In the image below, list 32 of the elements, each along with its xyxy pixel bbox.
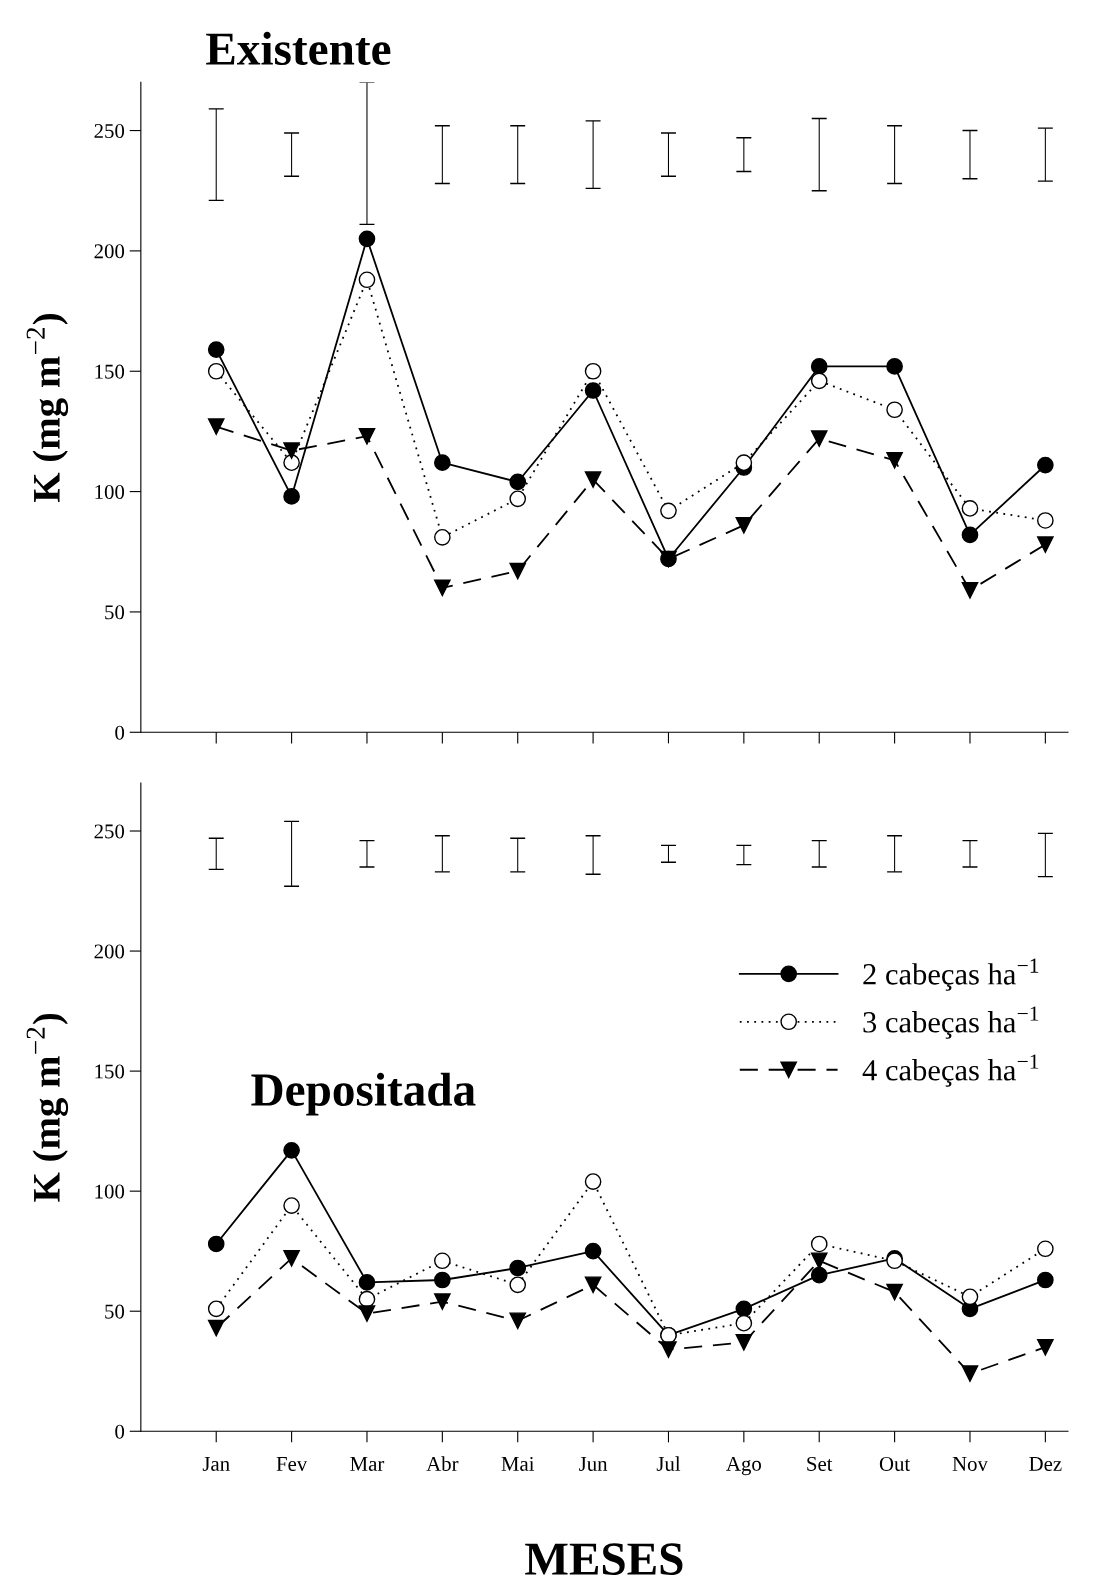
y-tick-label: 200 <box>94 944 125 959</box>
x-axis-title: MESES <box>525 1543 683 1576</box>
legend-label: 3 cabeças ha$^{−1}$ <box>863 1006 1039 1039</box>
y-axis-title: K (mg m$^{−2}$) <box>26 314 69 502</box>
x-tick-label: Dez <box>1029 1457 1062 1471</box>
y-tick-label: 50 <box>105 605 125 620</box>
annotation: Depositada <box>251 1072 476 1116</box>
x-tick-label: Abr <box>426 1456 459 1471</box>
x-tick-label: Jan <box>202 1457 230 1471</box>
x-tick-label: Ago <box>726 1456 761 1476</box>
x-tick-label: Set <box>807 1456 833 1471</box>
y-tick-label: 50 <box>105 1304 125 1319</box>
x-tick-label: Fev <box>276 1457 308 1471</box>
y-tick-label: 150 <box>95 1064 125 1079</box>
y-tick-label: 100 <box>95 1184 125 1199</box>
x-tick-label: Out <box>879 1456 911 1471</box>
y-tick-label: 100 <box>95 484 125 500</box>
x-tick-label: Jul <box>656 1456 681 1471</box>
y-axis-title: K (mg m$^{−2}$) <box>26 1013 69 1202</box>
y-tick-label: 250 <box>94 123 125 138</box>
y-tick-label: 250 <box>94 824 125 839</box>
y-tick-label: 0 <box>115 1424 125 1439</box>
legend-label: 2 cabeças ha$^{−1}$ <box>863 958 1039 991</box>
x-tick-label: Nov <box>952 1457 988 1471</box>
y-tick-label: 200 <box>94 244 125 259</box>
y-tick-label: 150 <box>95 364 125 379</box>
x-tick-label: Mai <box>501 1456 535 1471</box>
x-tick-label: Jun <box>579 1457 608 1471</box>
chart-title: Existente <box>206 31 391 66</box>
x-tick-label: Mar <box>350 1457 385 1471</box>
y-tick-label: 0 <box>115 725 125 740</box>
legend-label: 4 cabeças ha$^{−1}$ <box>862 1054 1039 1087</box>
